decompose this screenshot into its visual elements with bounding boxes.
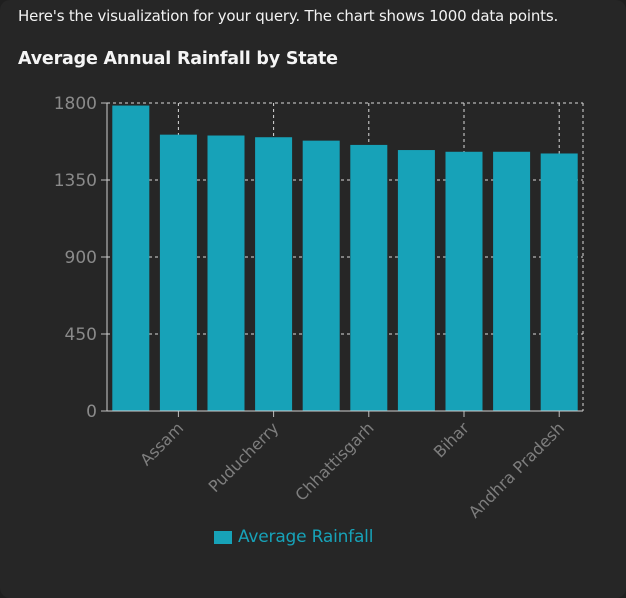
x-tick-label: Andhra Pradesh: [465, 418, 568, 521]
x-tick-label: Chhattisgarh: [291, 418, 377, 504]
bar[interactable]: [159, 134, 197, 411]
bar[interactable]: [540, 153, 578, 411]
bars: [112, 105, 578, 412]
x-tick-label: Bihar: [430, 418, 473, 461]
bar[interactable]: [302, 140, 340, 411]
y-tick-label: 450: [65, 325, 97, 345]
bar[interactable]: [397, 150, 435, 412]
chart-title: Average Annual Rainfall by State: [18, 49, 338, 69]
bar[interactable]: [112, 105, 150, 412]
bar[interactable]: [255, 137, 293, 411]
y-tick-label: 0: [86, 402, 97, 422]
legend-label: Average Rainfall: [238, 527, 374, 547]
y-tick-label: 900: [65, 248, 97, 268]
bar[interactable]: [493, 151, 531, 411]
y-tick-label: 1350: [54, 171, 97, 191]
bar[interactable]: [350, 144, 388, 411]
legend-swatch: [214, 530, 232, 544]
x-tick-label: Puducherry: [205, 418, 283, 496]
chart-legend[interactable]: Average Rainfall: [214, 527, 373, 547]
y-tick-label: 1800: [54, 94, 97, 114]
bar[interactable]: [445, 151, 483, 411]
bar[interactable]: [207, 135, 245, 411]
axes: [101, 102, 583, 417]
response-message: Here's the visualization for your query.…: [18, 7, 559, 25]
x-tick-label: Assam: [136, 418, 187, 469]
